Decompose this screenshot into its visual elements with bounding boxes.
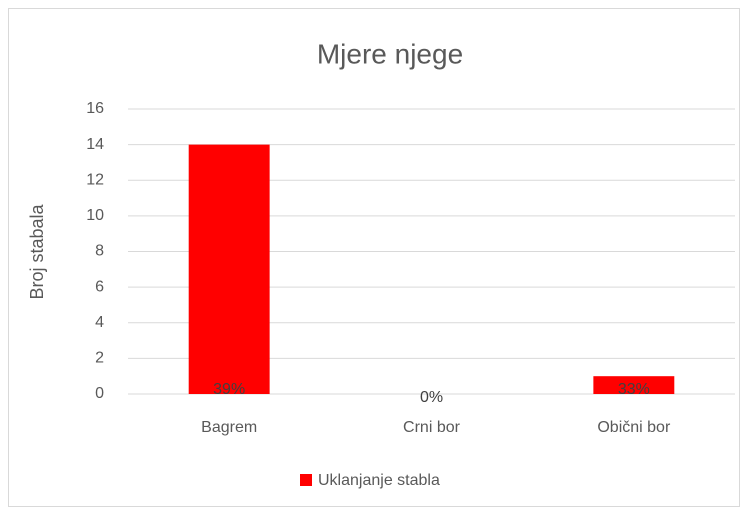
y-axis-label: Broj stabala	[27, 203, 47, 299]
data-label: 39%	[213, 381, 245, 398]
x-tick-label: Obični bor	[597, 419, 671, 436]
legend-swatch	[300, 474, 312, 486]
y-tick-label: 6	[95, 278, 104, 295]
bar	[188, 144, 270, 394]
y-tick-label: 14	[86, 136, 104, 153]
data-label: 33%	[618, 381, 650, 398]
y-tick-label: 16	[86, 100, 104, 117]
chart-border	[8, 8, 740, 507]
y-tick-label: 0	[95, 385, 104, 402]
x-tick-label: Bagrem	[201, 419, 257, 436]
x-tick-label: Crni bor	[403, 419, 461, 436]
data-label: 0%	[420, 389, 443, 406]
chart-title: Mjere njege	[317, 38, 463, 69]
y-tick-label: 4	[95, 314, 104, 331]
y-tick-label: 2	[95, 350, 104, 367]
legend-label: Uklanjanje stabla	[318, 472, 440, 489]
y-tick-label: 8	[95, 243, 104, 260]
bar	[593, 376, 675, 394]
y-tick-label: 12	[86, 171, 104, 188]
y-tick-label: 10	[86, 207, 104, 224]
